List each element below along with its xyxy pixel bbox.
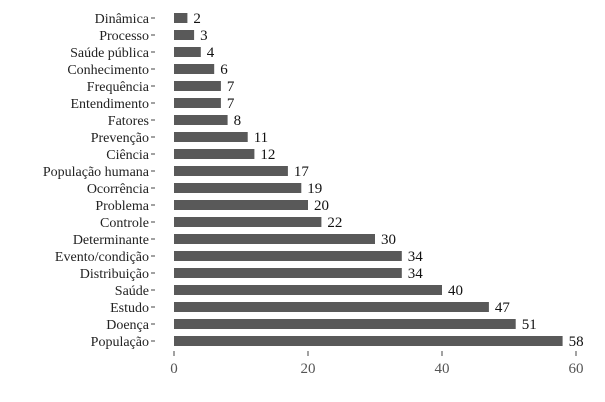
value-label-populacao-humana: 17 (294, 164, 310, 180)
category-label-saude: Saúde (115, 284, 149, 299)
value-label-ocorrencia: 19 (307, 181, 322, 197)
y-axis-ticks (151, 17, 155, 342)
bar-frequencia (174, 81, 221, 91)
bar-conhecimento (174, 64, 215, 74)
value-label-controle: 22 (327, 215, 342, 231)
value-label-prevencao: 11 (254, 130, 268, 146)
value-label-entendimento: 7 (227, 96, 235, 112)
bar-saude-publica (174, 47, 201, 57)
value-label-problema: 20 (314, 198, 329, 214)
bar-estudo (174, 302, 489, 312)
bar-determinante (174, 234, 375, 244)
value-label-ciencia: 12 (260, 147, 275, 163)
category-label-dinamica: Dinâmica (95, 12, 150, 27)
x-tick-label-0: 0 (170, 361, 178, 377)
category-label-problema: Problema (95, 199, 149, 214)
category-labels: Dinâmica Processo Saúde pública Conheciment… (43, 12, 150, 350)
bar-evento-condicao (174, 251, 402, 261)
bar-ciencia (174, 149, 255, 159)
x-tick-label-20: 20 (301, 361, 316, 377)
bar-saude (174, 285, 442, 295)
bar-entendimento (174, 98, 221, 108)
category-label-ciencia: Ciência (106, 148, 150, 163)
bar-doenca (174, 319, 516, 329)
category-label-doenca: Doença (106, 318, 150, 333)
bar-populacao-humana (174, 166, 288, 176)
category-label-processo: Processo (99, 29, 149, 44)
value-label-determinante: 30 (381, 232, 396, 248)
value-label-fatores: 8 (234, 113, 242, 129)
category-label-estudo: Estudo (110, 301, 149, 316)
bar-prevencao (174, 132, 248, 142)
value-label-processo: 3 (200, 28, 208, 44)
bar-processo (174, 30, 195, 40)
category-label-populacao-humana: População humana (43, 165, 150, 180)
x-tick-label-40: 40 (435, 361, 450, 377)
value-label-conhecimento: 6 (220, 62, 228, 78)
bar-problema (174, 200, 308, 210)
category-label-distribuicao: Distribuição (80, 267, 149, 282)
x-tick-label-60: 60 (569, 361, 584, 377)
value-label-dinamica: 2 (193, 11, 201, 27)
bar-dinamica (174, 13, 188, 23)
value-label-saude-publica: 4 (207, 45, 215, 61)
category-label-evento-condicao: Evento/condição (55, 250, 149, 265)
category-label-ocorrencia: Ocorrência (87, 182, 150, 197)
category-label-conhecimento: Conhecimento (67, 63, 149, 78)
category-label-determinante: Determinante (73, 233, 149, 248)
bars (174, 13, 563, 346)
category-label-frequencia: Frequência (87, 80, 150, 95)
value-label-evento-condicao: 34 (408, 249, 424, 265)
value-label-estudo: 47 (495, 300, 511, 316)
category-label-populacao: População (91, 335, 149, 350)
bar-fatores (174, 115, 228, 125)
value-label-doenca: 51 (522, 317, 537, 333)
value-label-saude: 40 (448, 283, 463, 299)
category-label-controle: Controle (100, 216, 149, 231)
bar-populacao (174, 336, 563, 346)
bar-ocorrencia (174, 183, 302, 193)
category-label-entendimento: Entendimento (70, 97, 149, 112)
category-label-prevencao: Prevenção (91, 131, 149, 146)
value-label-frequencia: 7 (227, 79, 235, 95)
category-label-fatores: Fatores (108, 114, 149, 129)
x-axis: 0 20 40 60 (170, 351, 584, 377)
category-label-saude-publica: Saúde pública (70, 46, 150, 61)
value-label-populacao: 58 (569, 334, 584, 350)
bar-controle (174, 217, 322, 227)
bar-distribuicao (174, 268, 402, 278)
value-label-distribuicao: 34 (408, 266, 424, 282)
